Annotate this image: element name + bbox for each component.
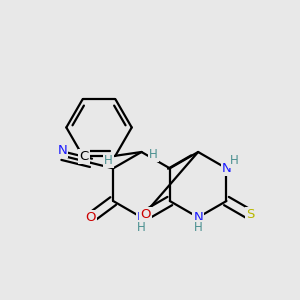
- Text: O: O: [140, 208, 151, 221]
- Text: H: H: [230, 154, 239, 167]
- Text: N: N: [222, 162, 231, 175]
- Text: N: N: [193, 211, 203, 224]
- Text: N: N: [58, 144, 67, 157]
- Text: N: N: [136, 211, 146, 224]
- Text: H: H: [137, 221, 146, 234]
- Text: C: C: [79, 150, 88, 163]
- Text: H: H: [194, 221, 203, 234]
- Text: S: S: [246, 208, 255, 221]
- Text: H: H: [149, 148, 158, 161]
- Text: H: H: [104, 154, 112, 167]
- Text: O: O: [85, 211, 96, 224]
